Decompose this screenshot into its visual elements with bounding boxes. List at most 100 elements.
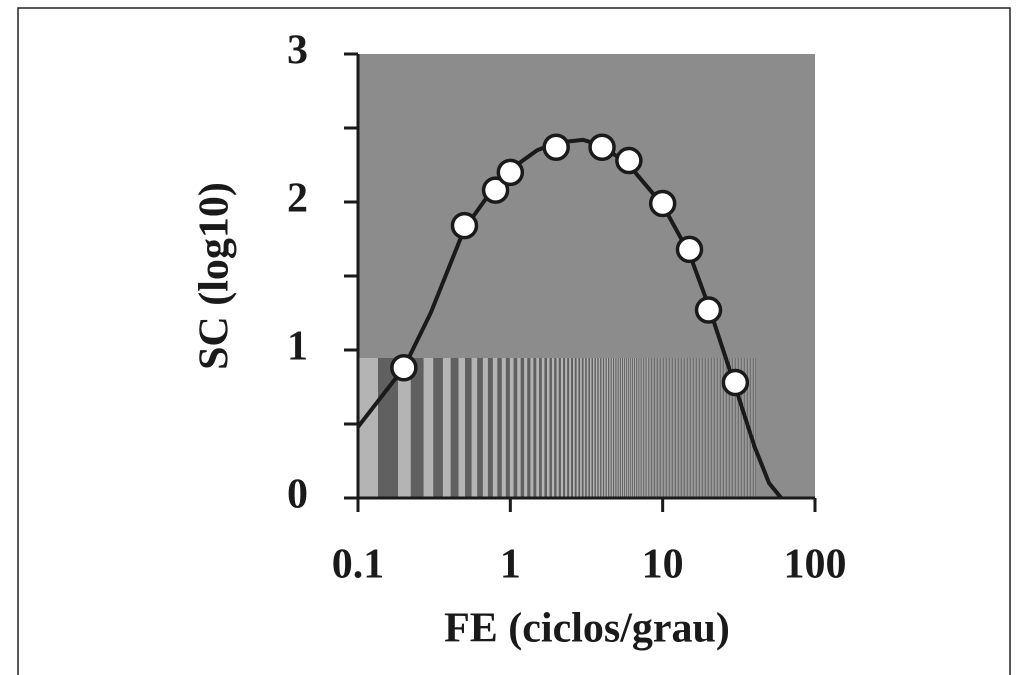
grating-stripe: [729, 358, 730, 498]
grating-stripe: [530, 358, 534, 498]
grating-stripe: [688, 358, 690, 498]
grating-stripe: [589, 358, 592, 498]
grating-stripe: [715, 358, 717, 498]
grating-stripe: [722, 358, 724, 498]
grating-stripe: [742, 358, 744, 498]
grating-stripe: [699, 358, 700, 498]
grating-stripe: [544, 358, 548, 498]
grating-stripe: [513, 358, 518, 498]
grating-stripe: [358, 358, 378, 498]
grating-stripe: [588, 358, 590, 498]
grating-stripe: [712, 358, 714, 498]
grating-stripe: [638, 358, 640, 498]
grating-stripe: [642, 358, 644, 498]
grating-stripe: [696, 358, 697, 498]
grating-stripe: [752, 358, 754, 498]
grating-stripe: [636, 358, 638, 498]
grating-stripe: [687, 358, 689, 498]
grating-stripe: [614, 358, 616, 498]
data-point: [694, 296, 723, 324]
grating-stripe: [657, 358, 659, 498]
grating-stripe: [563, 358, 566, 498]
grating-stripe: [578, 358, 581, 498]
grating-stripe: [626, 358, 628, 498]
grating-stripe: [649, 358, 651, 498]
grating-stripe: [634, 358, 636, 498]
grating-stripe: [580, 358, 582, 498]
grating-stripe: [644, 358, 646, 498]
grating-stripe: [640, 358, 642, 498]
grating-stripe: [617, 358, 619, 498]
grating-stripe: [714, 358, 716, 498]
grating-stripe: [651, 358, 653, 498]
grating-stripe: [721, 358, 723, 498]
grating-stripe: [492, 358, 498, 498]
grating-stripe: [601, 358, 603, 498]
grating-stripe: [723, 358, 724, 498]
frame: [17, 7, 1011, 675]
grating-stripe: [501, 358, 506, 498]
grating-stripe: [625, 358, 627, 498]
grating-stripe: [704, 358, 706, 498]
y-tick-label: 2: [287, 176, 308, 222]
grating-stripe: [595, 358, 598, 498]
grating-stripe: [605, 358, 607, 498]
grating-stripe: [410, 358, 424, 498]
grating-stripe: [741, 358, 742, 498]
grating-stripe: [690, 358, 691, 498]
grating-stripe: [635, 358, 637, 498]
grating-stripe: [699, 358, 701, 498]
grating-stripe: [624, 358, 626, 498]
grating-stripe: [682, 358, 684, 498]
grating-stripe: [740, 358, 742, 498]
grating-stripe: [723, 358, 725, 498]
x-tick-label: 100: [784, 542, 847, 588]
grating-stripe: [702, 358, 704, 498]
grating-stripe: [671, 358, 673, 498]
grating-stripe: [709, 358, 711, 498]
grating-stripe: [700, 358, 702, 498]
grating-stripe: [743, 358, 745, 498]
grating-stripe: [458, 358, 466, 498]
grating-stripe: [604, 358, 606, 498]
grating-stripe: [549, 358, 552, 498]
grating-stripe: [674, 358, 676, 498]
plot-background: [358, 54, 815, 498]
grating-stripe: [732, 358, 734, 498]
data-point: [648, 189, 677, 218]
grating-stripe: [657, 358, 658, 498]
grating-stripe: [672, 358, 673, 498]
y-tick-label: 0: [287, 472, 308, 518]
grating-stripe: [708, 358, 709, 498]
grating-stripe: [639, 358, 641, 498]
grating-stripe: [714, 358, 715, 498]
grating-stripe: [398, 358, 411, 498]
grating-stripe: [741, 358, 743, 498]
grating-stripe: [695, 358, 697, 498]
grating-stripe: [703, 358, 705, 498]
grating-stripe: [581, 358, 584, 498]
grating-stripe: [509, 358, 514, 498]
grating-stripe: [631, 358, 633, 498]
grating-stripe: [731, 358, 733, 498]
grating-stripe: [593, 358, 595, 498]
grating-stripe: [645, 358, 647, 498]
grating-stripe: [697, 358, 699, 498]
grating-stripe: [572, 358, 575, 498]
grating-stripe: [732, 358, 733, 498]
grating-stripe: [707, 358, 709, 498]
grating-stripe: [736, 358, 738, 498]
grating-stripe: [684, 358, 685, 498]
grating-stripe: [647, 358, 649, 498]
grating-stripe: [753, 358, 755, 498]
grating-stripe: [558, 358, 561, 498]
data-point: [615, 146, 643, 175]
grating-stripe: [702, 358, 703, 498]
grating-stripe: [694, 358, 696, 498]
grating-stripe: [533, 358, 537, 498]
grating-stripe: [586, 358, 589, 498]
data-point: [721, 368, 750, 397]
grating-stripe: [565, 358, 568, 498]
data-point: [496, 158, 525, 187]
grating-stripe: [643, 358, 645, 498]
